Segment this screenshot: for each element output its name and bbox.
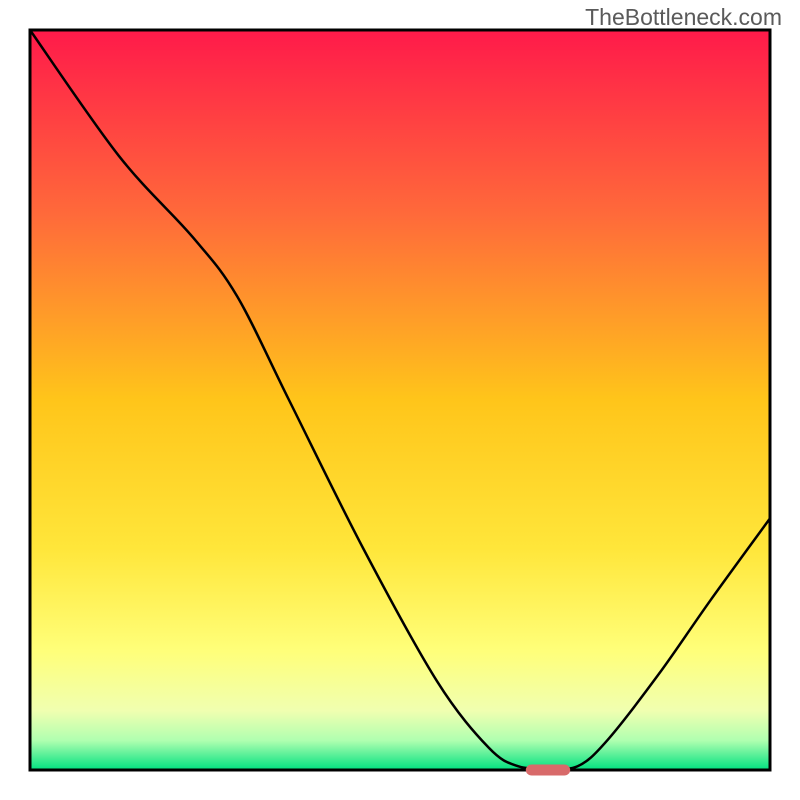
chart-background bbox=[30, 30, 770, 770]
watermark-label: TheBottleneck.com bbox=[585, 4, 782, 31]
optimal-marker bbox=[526, 764, 570, 775]
bottleneck-chart bbox=[0, 0, 800, 800]
chart-container: TheBottleneck.com bbox=[0, 0, 800, 800]
